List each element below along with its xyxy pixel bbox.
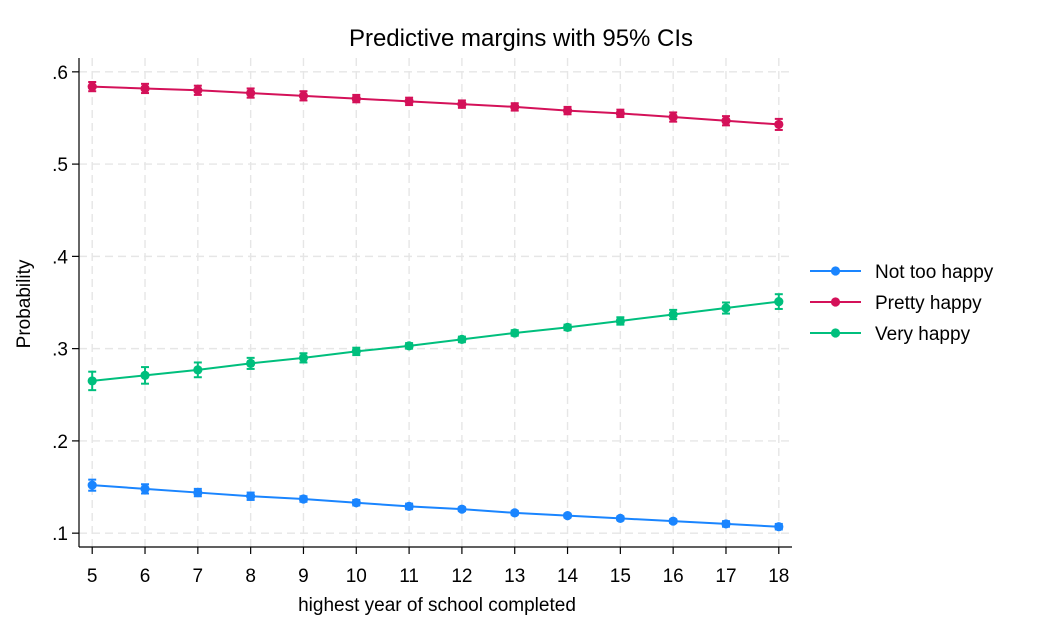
data-point	[404, 96, 414, 106]
data-point	[615, 513, 625, 523]
x-tick-label: 8	[245, 566, 256, 587]
data-point	[668, 112, 678, 122]
x-tick-label: 12	[451, 566, 472, 587]
data-point	[668, 309, 678, 320]
data-point	[87, 376, 97, 386]
x-tick-label: 11	[399, 566, 419, 587]
x-tick-label: 5	[87, 566, 98, 587]
data-point	[193, 365, 203, 375]
legend-label: Pretty happy	[875, 293, 982, 314]
data-point	[457, 504, 467, 514]
x-tick-label: 17	[715, 566, 736, 587]
y-tick-label: .2	[52, 432, 68, 453]
y-tick-label: .5	[52, 155, 68, 176]
x-tick-label: 6	[140, 566, 151, 587]
series-line-2	[92, 300, 779, 382]
data-point	[721, 303, 731, 313]
x-tick-label: 16	[663, 566, 684, 587]
y-tick-label: .4	[52, 247, 68, 268]
data-point	[298, 91, 309, 101]
data-point	[668, 516, 678, 526]
data-point	[140, 370, 150, 380]
data-point	[774, 296, 784, 307]
x-tick-label: 18	[768, 566, 789, 587]
data-point	[140, 83, 150, 94]
x-tick-label: 15	[610, 566, 631, 587]
data-point	[298, 353, 309, 363]
data-point	[351, 346, 361, 356]
x-tick-label: 13	[504, 566, 525, 587]
series-line-1	[92, 85, 779, 126]
data-point	[510, 102, 520, 112]
data-point	[351, 93, 361, 104]
data-point	[193, 85, 203, 95]
data-point	[774, 119, 784, 130]
data-point	[298, 494, 309, 504]
legend-marker	[830, 328, 841, 338]
y-tick-label: .1	[52, 524, 68, 545]
y-tick-label: .6	[52, 63, 68, 84]
y-axis-title: Probability	[14, 259, 35, 348]
data-point	[246, 491, 256, 501]
data-point	[721, 519, 731, 529]
data-point	[404, 501, 414, 512]
legend-marker	[830, 297, 841, 307]
series-line-0	[92, 484, 779, 528]
data-point	[562, 322, 573, 333]
data-point	[351, 498, 361, 508]
data-point	[87, 480, 97, 490]
legend-marker	[830, 266, 841, 276]
data-point	[87, 82, 97, 92]
data-point	[193, 487, 203, 498]
plot-area: .1 .2 .3 .4 .5 .6 5 6 7 8 9 10 11 12 13 14 15 16 17 18	[52, 58, 792, 587]
data-point	[615, 108, 625, 118]
legend-label: Not too happy	[875, 262, 994, 283]
x-tick-label: 7	[193, 566, 204, 587]
data-point	[404, 341, 414, 351]
data-point	[457, 99, 467, 109]
chart-title: Predictive margins with 95% CIs	[349, 25, 693, 52]
data-point	[246, 358, 256, 368]
y-tick-label: .3	[52, 340, 68, 361]
x-tick-label: 14	[557, 566, 579, 587]
legend: Not too happy Pretty happy Very happy	[810, 262, 994, 345]
data-point	[140, 484, 150, 494]
data-point	[615, 316, 625, 326]
data-point	[457, 334, 467, 345]
x-tick-label: 10	[346, 566, 367, 587]
x-tick-label: 9	[298, 566, 309, 587]
data-point	[246, 88, 256, 98]
data-point	[510, 328, 520, 338]
data-point	[510, 508, 520, 518]
data-point	[562, 105, 573, 116]
legend-label: Very happy	[875, 324, 971, 345]
x-axis-title: highest year of school completed	[298, 595, 576, 616]
data-point	[721, 116, 731, 126]
data-point	[774, 522, 784, 532]
data-point	[562, 511, 573, 521]
